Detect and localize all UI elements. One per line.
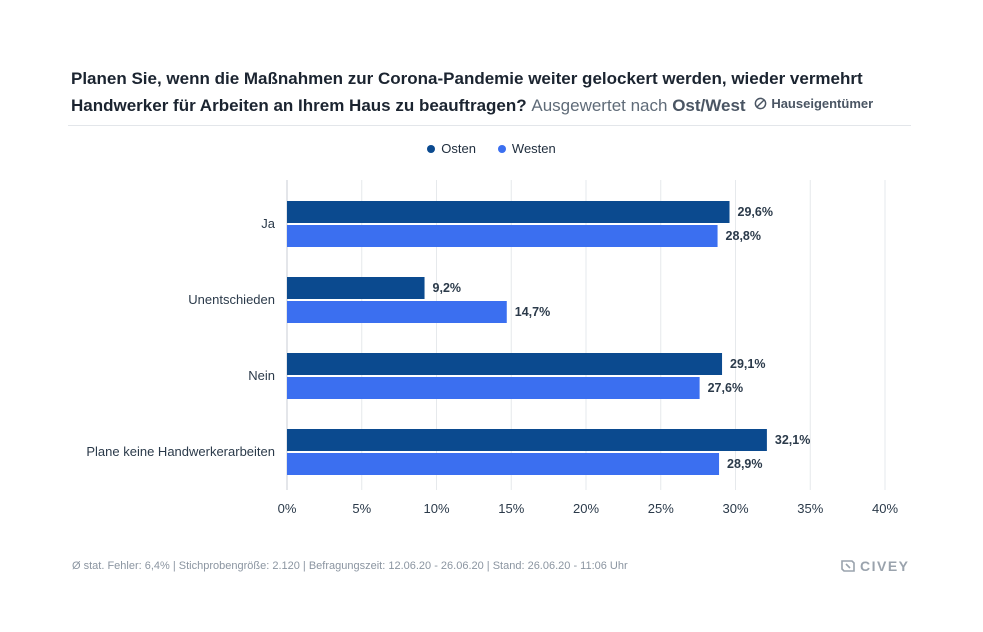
data-label: 29,1% [730, 357, 765, 371]
data-label: 27,6% [708, 381, 743, 395]
category-label: Ja [261, 216, 276, 231]
legend-dot-westen [497, 144, 506, 153]
civey-logo-icon [841, 560, 855, 572]
bar-westen [287, 453, 720, 475]
x-tick-label: 15% [498, 501, 524, 516]
legend-label-westen: Westen [511, 141, 556, 156]
bar-westen [287, 225, 718, 247]
data-label: 14,7% [515, 305, 550, 319]
bar-osten [287, 353, 723, 375]
filter-chip[interactable]: Hauseigentümer [754, 91, 873, 116]
x-tick-label: 25% [648, 501, 674, 516]
bar-westen [287, 377, 700, 399]
legend: Osten Westen [0, 141, 983, 156]
data-label: 32,1% [775, 433, 810, 447]
bar-osten [287, 277, 425, 299]
x-tick-label: 0% [278, 501, 297, 516]
x-tick-label: 20% [573, 501, 599, 516]
legend-label-osten: Osten [441, 141, 476, 156]
x-tick-label: 10% [423, 501, 449, 516]
category-label: Nein [248, 368, 275, 383]
bar-osten [287, 429, 767, 451]
legend-item-osten[interactable]: Osten [427, 141, 476, 156]
question-text: Planen Sie, wenn die Maßnahmen zur Coron… [71, 69, 863, 115]
brand-name: CIVEY [860, 558, 910, 574]
category-label: Unentschieden [188, 292, 275, 307]
legend-dot-osten [427, 144, 436, 153]
x-tick-label: 35% [797, 501, 823, 516]
title-divider [68, 125, 911, 126]
legend-item-westen[interactable]: Westen [497, 141, 556, 156]
civey-logo[interactable]: CIVEY [840, 558, 910, 574]
data-label: 28,8% [726, 229, 761, 243]
data-label: 28,9% [727, 457, 762, 471]
x-tick-label: 5% [352, 501, 371, 516]
evaluated-by-text: Ausgewertet nach [531, 96, 668, 115]
category-label: Plane keine Handwerkerarbeiten [86, 444, 275, 459]
footer-meta: Ø stat. Fehler: 6,4% | Stichprobengröße:… [72, 560, 628, 572]
x-tick-label: 30% [722, 501, 748, 516]
chart-title: Planen Sie, wenn die Maßnahmen zur Coron… [71, 66, 921, 118]
x-tick-label: 40% [872, 501, 898, 516]
bar-osten [287, 201, 730, 223]
data-label: 29,6% [738, 205, 773, 219]
evaluated-by-value[interactable]: Ost/West [672, 96, 746, 115]
filter-circle-slash-icon [754, 97, 767, 110]
filter-label: Hauseigentümer [771, 96, 874, 111]
data-label: 9,2% [433, 281, 462, 295]
bar-westen [287, 301, 507, 323]
